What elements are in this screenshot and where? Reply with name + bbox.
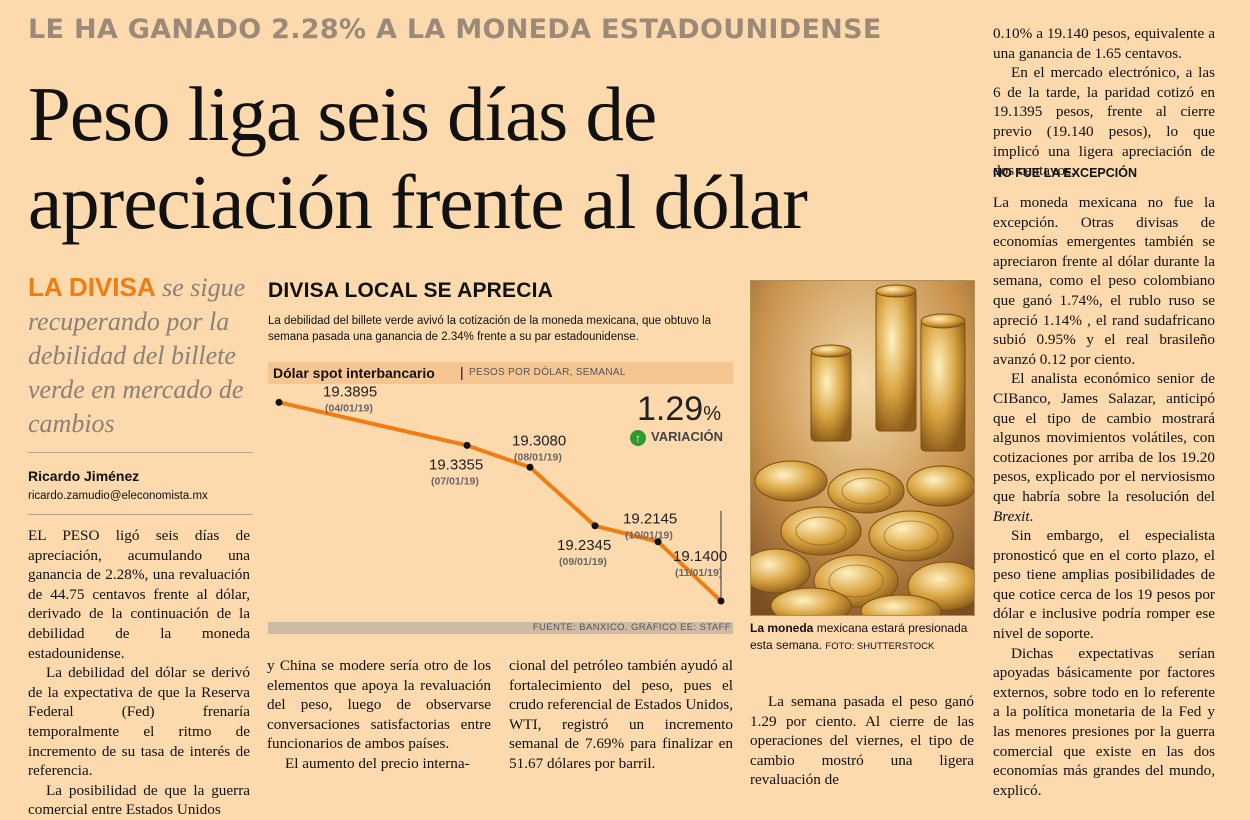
paragraph: EL PESO ligó seis días de apreciación, a… [28, 527, 250, 662]
article-column-4: La semana pasada el peso ganó 1.29 por c… [750, 692, 974, 790]
paragraph: La posibilidad de que la guerra comercia… [28, 781, 250, 819]
author-email[interactable]: ricardo.zamudio@eleconomista.mx [28, 490, 208, 502]
chart-value-label: 19.2345 [557, 537, 611, 554]
chart-point [654, 538, 662, 546]
headline-line-1: Peso liga seis días de [28, 71, 657, 157]
chart-series-line [278, 400, 723, 603]
paragraph-text: . [1029, 507, 1034, 525]
subhead-lead: LA DIVISA [28, 272, 156, 302]
article-column-1: EL PESO ligó seis días de apreciación, a… [28, 526, 250, 820]
chart-point [591, 522, 599, 530]
chart-point [526, 463, 534, 471]
subhead-text: se sigue recuperando por la debilidad de… [28, 273, 246, 438]
chart-value-label: 19.3080 [512, 432, 566, 449]
paragraph: Sin embargo, el especialista pronosticó … [993, 527, 1215, 643]
paragraph: La moneda mexicana no fue la excepción. … [993, 194, 1215, 368]
chart-value-label: 19.2145 [623, 511, 677, 528]
paragraph: 0.10% a 19.140 pesos, equivalente a una … [993, 25, 1215, 62]
chart-date-label: (07/01/19) [431, 475, 479, 487]
variation-number: 1.29 [637, 390, 704, 428]
chart-units: PESOS POR DÓLAR, SEMANAL [469, 367, 626, 378]
coins-photo [750, 280, 975, 616]
section-title: NO FUE LA EXCEPCIÓN [993, 166, 1137, 180]
paragraph: El analista económico senior de CIBanco,… [993, 369, 1215, 526]
line-chart: 19.3895 (04/01/19) 19.3355 (07/01/19) 19.308… [275, 384, 727, 605]
chart-point [463, 441, 471, 449]
paragraph: El aumento del precio interna- [285, 754, 470, 772]
paragraph: La debilidad del dólar se derivó de la e… [28, 664, 250, 780]
chart-value-label: 19.3895 [323, 384, 377, 400]
variation-text: VARIACIÓN [651, 429, 723, 444]
paragraph: cional del petróleo también ayudó al for… [509, 657, 733, 772]
variation-unit: % [703, 403, 721, 425]
caption-text: mexicana estará presionada esta semana. [750, 621, 968, 652]
chart-header-bar: Dólar spot interbancario | PESOS POR DÓL… [268, 362, 733, 384]
arrow-up-icon: ↑ [630, 429, 646, 446]
photo-caption: La moneda mexicana estará presionada est… [750, 620, 975, 655]
article-column-5: La moneda mexicana no fue la excepción. … [993, 193, 1215, 800]
paragraph: La semana pasada el peso ganó 1.29 por c… [750, 693, 974, 789]
chart-source-bar: FUENTE: BANXICO. GRÁFICO EE: STAFF [268, 622, 733, 634]
chart-point [275, 398, 283, 406]
variation-label: ↑ VARIACIÓN [630, 429, 723, 446]
separator-icon: | [460, 364, 464, 380]
coins-photo-image [751, 281, 974, 615]
headline: Peso liga seis días de apreciación frent… [28, 70, 978, 246]
emphasis: Brexit [993, 507, 1030, 525]
chart-point [717, 597, 725, 605]
article-column-5-top: 0.10% a 19.140 pesos, equivalente a una … [993, 24, 1215, 181]
paragraph: En el mercado electrónico, a las 6 de la… [993, 64, 1215, 180]
chart-value-label: 19.3355 [429, 456, 483, 473]
chart-series-title: Dólar spot interbancario [273, 365, 435, 381]
chart-source: FUENTE: BANXICO. GRÁFICO EE: STAFF [532, 622, 731, 633]
chart-date-label: (10/01/19) [625, 530, 673, 542]
chart-value-label: 19.1400 [673, 548, 727, 565]
chart-description: La debilidad del billete verde avivó la … [268, 315, 712, 343]
chart-date-label: (11/01/19) [675, 567, 722, 579]
paragraph: y China se modere sería otro de los elem… [267, 657, 491, 753]
divider [28, 514, 253, 515]
chart-date-label: (04/01/19) [325, 402, 373, 414]
caption-credit: FOTO: SHUTTERSTOCK [825, 641, 935, 652]
paragraph: Dichas expectativas serían apoyadas bási… [993, 644, 1215, 799]
variation-value: 1.29% [637, 390, 721, 429]
subhead: LA DIVISA se sigue recuperando por la de… [28, 270, 253, 441]
divider [28, 452, 253, 453]
author: Ricardo Jiménez [28, 468, 140, 484]
paragraph-text: El analista económico senior de CIBanco,… [993, 370, 1215, 505]
caption-lead: La moneda [750, 621, 814, 635]
kicker: LE HA GANADO 2.28% A LA MONEDA ESTADOUNI… [28, 14, 882, 45]
chart-date-label: (09/01/19) [559, 556, 607, 568]
chart-title: DIVISA LOCAL SE APRECIA [268, 279, 554, 302]
article-column-3: cional del petróleo también ayudó al for… [509, 656, 733, 774]
article-column-2: y China se modere sería otro de los elem… [267, 656, 491, 774]
chart-date-label: (08/01/19) [514, 451, 562, 463]
headline-line-2: apreciación frente al dólar [28, 159, 808, 245]
